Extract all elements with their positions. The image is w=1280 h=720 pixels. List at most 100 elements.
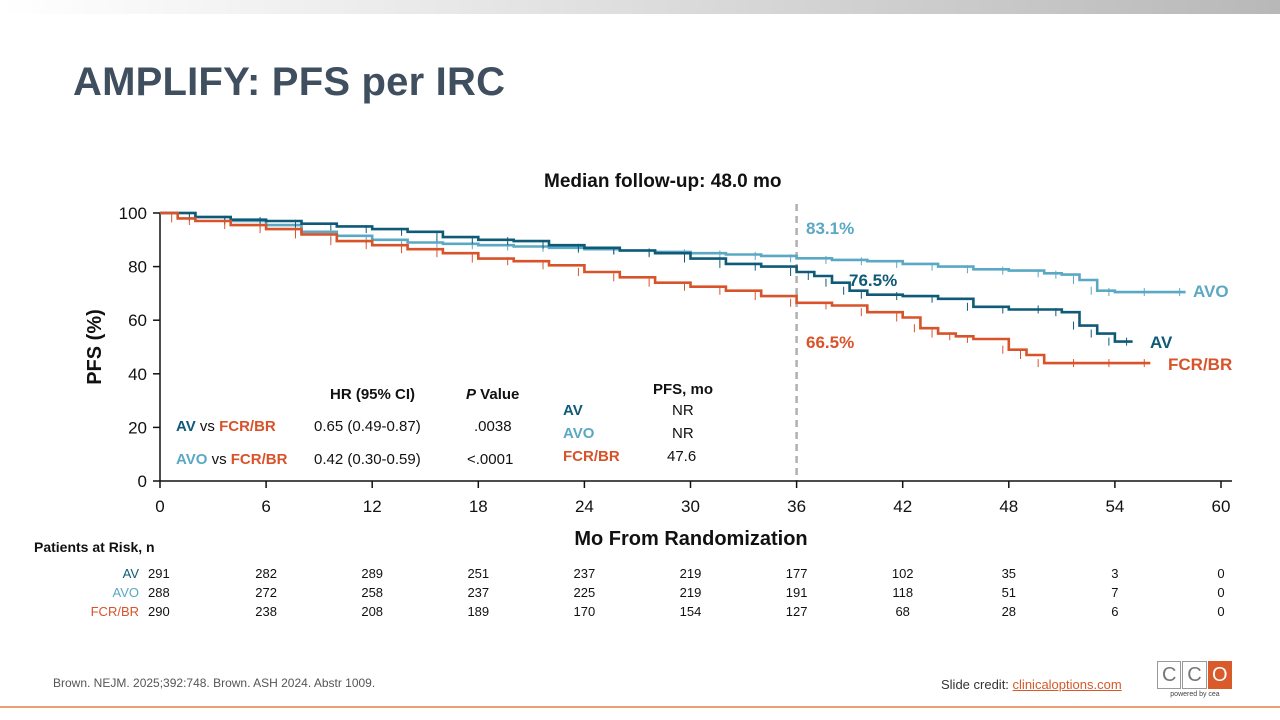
logo-letter: O xyxy=(1207,661,1232,689)
logo-subtext: powered by cea xyxy=(1170,691,1220,698)
risk-value: 289 xyxy=(361,566,384,581)
risk-value: 219 xyxy=(679,585,702,600)
risk-value: 238 xyxy=(255,604,277,619)
risk-value: 0 xyxy=(1217,604,1225,619)
risk-value: 272 xyxy=(255,585,277,600)
comparison-arm: AVO xyxy=(176,451,208,468)
x-tick-label: 42 xyxy=(893,497,912,516)
x-tick-label: 54 xyxy=(1105,497,1124,516)
series-label-av: AV xyxy=(1150,333,1173,352)
risk-value: 237 xyxy=(467,585,490,600)
risk-row-label: FCR/BR xyxy=(90,604,139,619)
risk-value: 7 xyxy=(1111,585,1119,600)
series-label-avo: AVO xyxy=(1193,282,1229,301)
logo-letter: C xyxy=(1157,661,1182,689)
risk-value: 102 xyxy=(891,566,914,581)
km-curve-av xyxy=(160,211,1133,343)
comparison-arm: AV xyxy=(176,418,196,435)
pfs-value-fcrbr: 47.6 xyxy=(667,448,697,465)
risk-row-label: AVO xyxy=(112,585,140,600)
risk-value: 282 xyxy=(255,566,277,581)
risk-value: 127 xyxy=(785,604,808,619)
cco-logo: C C O powered by cea xyxy=(1157,661,1233,705)
top-gradient-bar xyxy=(0,0,1280,14)
risk-value: 0 xyxy=(1217,585,1225,600)
risk-value: 6 xyxy=(1111,604,1119,619)
risk-value: 177 xyxy=(785,566,808,581)
risk-value: 219 xyxy=(679,566,702,581)
risk-value: 51 xyxy=(1001,585,1017,600)
p-value-avo: <.0001 xyxy=(467,451,514,468)
curve-labels: AVO 83.1% AV 76.5% FCR/BR 66.5% xyxy=(806,219,1232,374)
x-tick-label: 48 xyxy=(999,497,1018,516)
risk-value: 208 xyxy=(361,604,384,619)
x-tick-label: 60 xyxy=(1212,497,1231,516)
y-tick-label: 100 xyxy=(119,204,147,223)
x-tick-label: 12 xyxy=(363,497,382,516)
y-tick-label: 0 xyxy=(138,472,147,491)
bottom-divider xyxy=(0,706,1280,708)
km-curve-fcrbr xyxy=(160,211,1151,365)
x-tick-label: 18 xyxy=(469,497,488,516)
x-tick-label: 24 xyxy=(575,497,594,516)
risk-value: 258 xyxy=(361,585,384,600)
comparison-row-av: AV vs FCR/BR xyxy=(176,418,276,435)
landmark-label-fcrbr: 66.5% xyxy=(806,333,854,352)
chart-axes: 0 20 40 60 80 100 0 6 12 18 24 30 36 42 48 54 60 Mo From … xyxy=(84,204,1232,550)
landmark-label-av: 76.5% xyxy=(849,271,897,290)
y-tick-label: 60 xyxy=(128,311,147,330)
risk-value: 189 xyxy=(467,604,490,619)
comparison-row-avo: AVO vs FCR/BR xyxy=(176,451,288,468)
y-axis-label: PFS (%) xyxy=(84,309,106,385)
risk-value: 251 xyxy=(467,566,490,581)
risk-table-title: Patients at Risk, n xyxy=(34,539,155,555)
risk-value: 290 xyxy=(148,604,170,619)
risk-row: AV 291 282 289 251 237 219 177 102 35 3 0 xyxy=(0,566,1280,584)
pfs-arm-av: AV xyxy=(563,402,583,419)
pfs-arm-fcrbr: FCR/BR xyxy=(563,448,620,465)
series-label-fcrbr: FCR/BR xyxy=(1168,355,1232,374)
risk-value: 237 xyxy=(573,566,596,581)
footer-reference: Brown. NEJM. 2025;392:748. Brown. ASH 20… xyxy=(53,676,376,690)
hr-header: HR (95% CI) xyxy=(330,386,416,403)
landmark-label-avo: 83.1% xyxy=(806,219,854,238)
logo-letter: C xyxy=(1182,661,1207,689)
pfs-value-avo: NR xyxy=(672,425,694,442)
x-tick-label: 36 xyxy=(787,497,806,516)
pfs-header: PFS, mo xyxy=(653,381,714,398)
risk-value: 170 xyxy=(573,604,596,619)
risk-value: 28 xyxy=(1001,604,1017,619)
risk-row: AVO 288 272 258 237 225 219 191 118 51 7 0 xyxy=(0,585,1280,603)
hr-value-avo: 0.42 (0.30-0.59) xyxy=(314,451,421,468)
risk-row-label: AV xyxy=(122,566,139,581)
risk-value: 291 xyxy=(148,566,170,581)
comparison-comparator: FCR/BR xyxy=(219,418,276,435)
risk-value: 35 xyxy=(1001,566,1017,581)
x-tick-label: 0 xyxy=(155,497,164,516)
y-tick-label: 20 xyxy=(128,418,147,437)
risk-value: 68 xyxy=(895,604,910,619)
risk-row: FCR/BR 290 238 208 189 170 154 127 68 28 6 0 xyxy=(0,604,1280,622)
risk-value: 0 xyxy=(1217,566,1225,581)
chart-subtitle: Median follow-up: 48.0 mo xyxy=(544,171,782,192)
risk-value: 225 xyxy=(573,585,596,600)
pfs-value-av: NR xyxy=(672,402,694,419)
x-axis-label: Mo From Randomization xyxy=(574,528,807,550)
risk-value: 118 xyxy=(892,585,914,600)
slide-credit-link[interactable]: clinicaloptions.com xyxy=(1012,677,1122,692)
p-value-av: .0038 xyxy=(474,418,512,435)
risk-value: 3 xyxy=(1111,566,1119,581)
risk-value: 154 xyxy=(679,604,702,619)
comparison-comparator: FCR/BR xyxy=(230,451,288,468)
slide-title: AMPLIFY: PFS per IRC xyxy=(73,60,506,104)
x-tick-label: 6 xyxy=(261,497,270,516)
pfs-arm-avo: AVO xyxy=(563,425,595,442)
risk-value: 288 xyxy=(148,585,170,600)
hr-value-av: 0.65 (0.49-0.87) xyxy=(314,418,421,435)
p-value-header: P Value xyxy=(466,386,520,403)
risk-value: 191 xyxy=(785,585,808,600)
x-tick-label: 30 xyxy=(681,497,700,516)
slide-credit: Slide credit: clinicaloptions.com xyxy=(941,677,1122,692)
y-tick-label: 40 xyxy=(128,365,147,384)
